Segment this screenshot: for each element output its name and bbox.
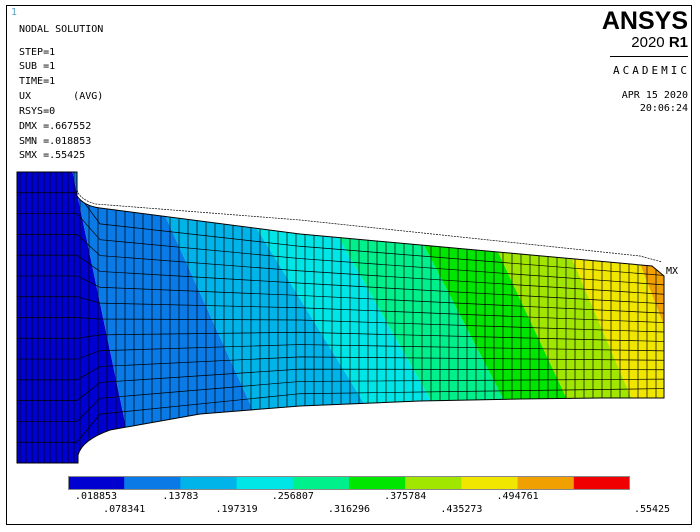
brand-divider [610,56,688,57]
mesh-line [17,296,664,323]
solution-info-line: STEP=1 [19,47,56,58]
mesh-line [17,356,664,381]
legend-label: .494761 [496,491,539,502]
legend-label: .256807 [271,491,314,502]
brand-name: ANSYS [601,7,688,35]
legend-label: .078341 [103,504,146,515]
legend-swatch [405,476,462,490]
legend-swatch [517,476,575,490]
max-marker: MX [666,266,678,277]
timestamp: APR 15 2020 20:06:24 [622,89,688,115]
legend-swatch [349,476,406,490]
brand-edition: ACADEMIC [613,64,690,77]
legend-label: .316296 [327,504,371,515]
undeformed-edge [76,172,663,263]
viewport-frame [6,5,692,525]
solution-info-line: SMN =.018853 [19,136,92,147]
legend-label: .435273 [440,504,483,515]
mesh-line [17,192,664,276]
solution-info-line: NODAL SOLUTION [19,24,104,35]
legend-swatch [573,476,630,490]
solution-info-line: DMX =.667552 [19,121,92,132]
mesh-line [17,254,664,305]
brand-version: 2020 R1 [602,34,688,52]
ansys-logo: ANSYS 2020 R1 [602,8,688,52]
legend-label: .55425 [633,504,671,515]
solution-info-line: SMX =.55425 [19,150,86,161]
legend-label: .13783 [162,491,199,502]
solution-info-line: TIME=1 [19,76,56,87]
version-year: 2020 [631,34,665,51]
legend-swatch [292,476,350,490]
mesh-line [17,368,664,401]
window-number: 1 [11,7,18,18]
legend-swatch [461,476,519,490]
deformed-outline [16,171,665,464]
mesh-line [17,275,664,314]
legend-swatch [124,476,181,490]
legend-label: .197319 [215,504,258,515]
mesh-line [17,378,664,422]
mesh-line [17,388,664,443]
contour-band [70,172,280,463]
solution-info-line: UX (AVG) [19,91,104,102]
solution-info-line: SUB =1 [19,61,56,72]
mesh-line [17,344,664,360]
solution-info-line: RSYS=0 [19,106,56,117]
contour-legend [68,476,630,490]
legend-swatch [180,476,238,490]
mesh-line [17,317,664,333]
legend-label: .375784 [384,491,427,502]
plot-time: 20:06:24 [639,103,688,114]
legend-label: .018853 [74,491,118,502]
contour-bands [17,172,664,463]
contour-band [17,172,135,463]
legend-swatch [68,476,125,490]
legend-frame [68,476,630,490]
version-release: R1 [668,34,688,51]
mesh-line [17,213,664,286]
mesh-line [17,331,664,342]
mesh-line [17,234,664,295]
plot-date: APR 15 2020 [621,90,688,101]
legend-swatch [236,476,294,490]
